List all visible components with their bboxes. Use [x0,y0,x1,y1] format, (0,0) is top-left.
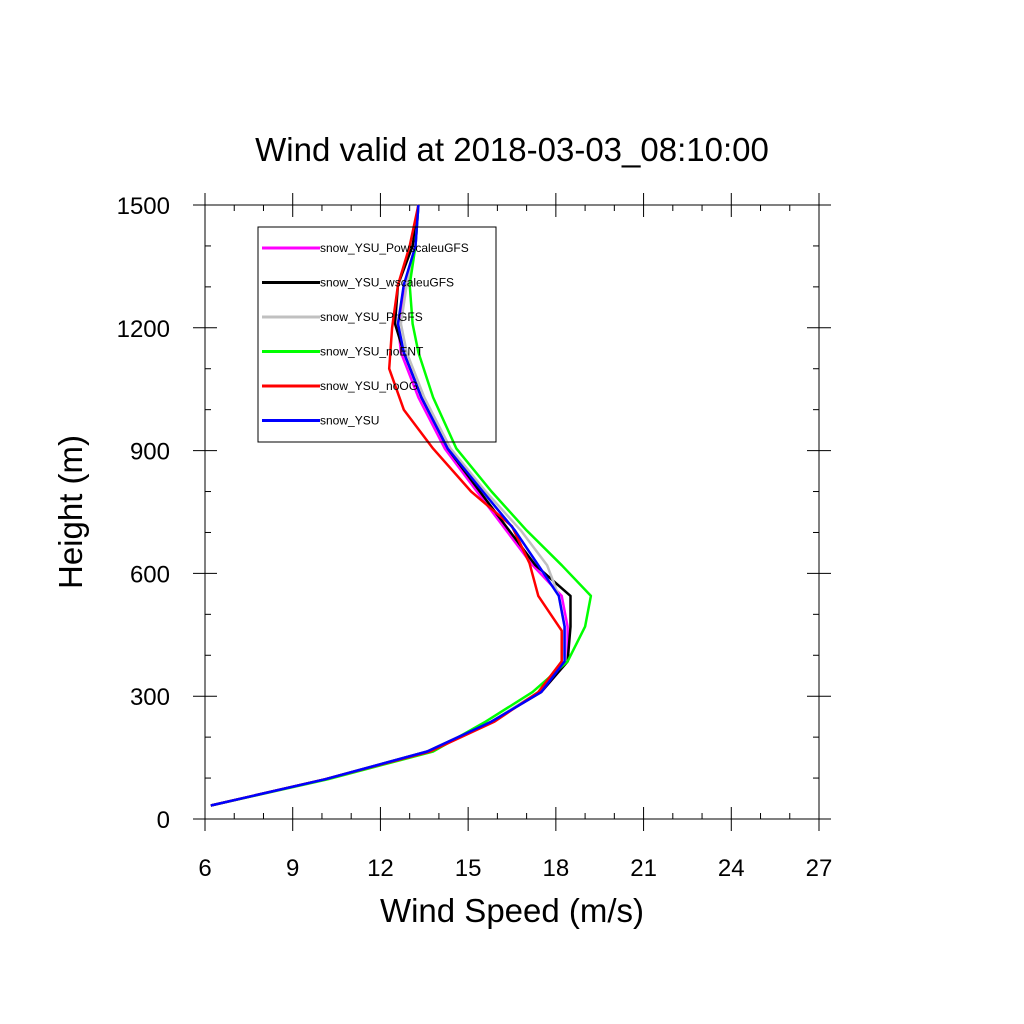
plot-frame [204,204,820,820]
series-line [210,204,566,807]
plot-area [204,204,820,820]
legend-label: snow_YSU_noENT [320,345,424,359]
series-line [210,204,563,807]
legend-label: snow_YSU_PowscaleuGFS [320,241,469,255]
x-tick-label: 18 [543,855,570,882]
x-tick-label: 9 [286,855,299,882]
y-axis-label: Height (m) [52,435,89,589]
series-line [210,204,569,807]
y-tick-label: 600 [130,561,170,588]
x-tick-labels: 6 9 12 15 18 21 24 27 [198,855,832,882]
chart-title: Wind valid at 2018-03-03_08:10:00 [255,131,769,168]
y-tick-label: 0 [157,807,170,834]
x-tick-label: 12 [367,855,394,882]
y-tick-label: 1500 [117,193,170,220]
y-tick-label: 900 [130,439,170,466]
legend-box [257,226,497,443]
legend-label: snow_YSU_wscaleuGFS [320,276,454,290]
x-axis-label: Wind Speed (m/s) [380,892,644,929]
legend-label: snow_YSU [320,414,379,428]
x-tick-label: 27 [806,855,833,882]
y-tick-label: 1200 [117,316,170,343]
x-tick-label: 24 [718,855,745,882]
major-ticks [193,193,831,831]
series-line [210,204,566,807]
x-tick-label: 6 [198,855,211,882]
legend-label: snow_YSU_noOG [320,379,418,393]
legend: snow_YSU_PowscaleuGFS snow_YSU_wscaleuGFS… [257,226,497,443]
series-lines [210,204,593,807]
x-tick-label: 15 [455,855,482,882]
y-tick-labels: 0 300 600 900 1200 1500 [117,193,170,834]
legend-label: snow_YSU_PrGFS [320,310,423,324]
minor-ticks [205,205,819,819]
x-tick-label: 21 [630,855,657,882]
series-line [210,204,593,807]
series-line [210,204,572,807]
y-tick-label: 300 [130,684,170,711]
